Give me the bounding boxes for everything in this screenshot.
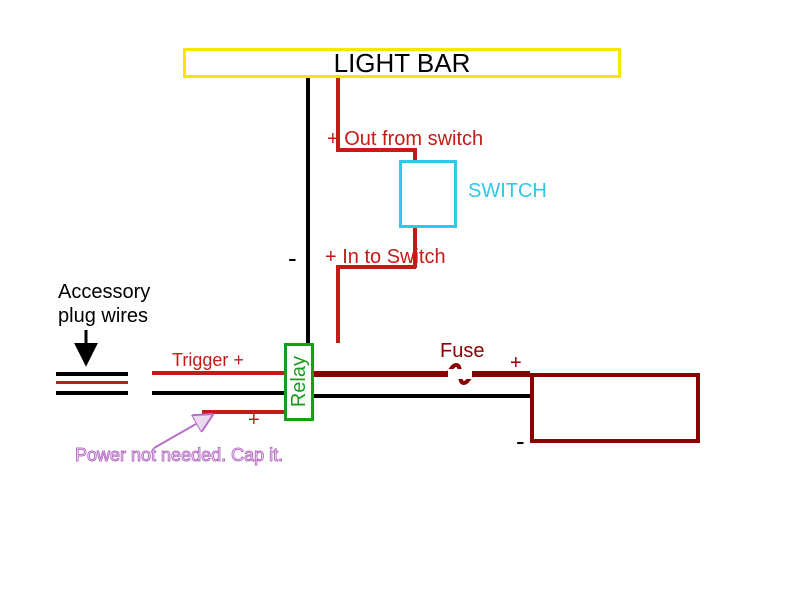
- wire-cap-red: [202, 410, 284, 414]
- wire-relay-battery-positive: [314, 371, 530, 377]
- wire-trigger-red: [152, 371, 284, 375]
- wire-accessory-bottom-black: [56, 391, 128, 395]
- label-minus-mid: -: [288, 243, 297, 274]
- relay-label: Relay: [288, 356, 311, 407]
- label-fuse: Fuse: [440, 340, 484, 363]
- label-plus-fuse: +: [510, 352, 522, 375]
- battery-box: [530, 373, 700, 443]
- switch-box: [399, 160, 457, 228]
- wire-relay-battery-ground: [314, 394, 530, 398]
- label-minus-battery: -: [516, 426, 525, 457]
- wire-accessory-top-black: [56, 372, 128, 376]
- wiring-diagram: LIGHT BAR SWITCH BATTERY Relay + Out fro…: [0, 0, 800, 600]
- wire-trigger-black: [152, 391, 284, 395]
- switch-label: SWITCH: [468, 180, 547, 203]
- label-trigger: Trigger +: [172, 350, 244, 371]
- wire-accessory-top-red: [56, 381, 128, 384]
- label-in-to-switch: + In to Switch: [325, 246, 446, 269]
- note-arrow-icon: [154, 416, 210, 448]
- lightbar-label: LIGHT BAR: [334, 48, 471, 79]
- note-power-not-needed: Power not needed. Cap it.: [75, 445, 283, 466]
- wire-relay-vertical: [336, 265, 340, 343]
- label-accessory-2: plug wires: [58, 305, 148, 328]
- relay-box: Relay: [284, 343, 314, 421]
- label-plus-cap: +: [248, 409, 260, 432]
- label-out-from-switch: + Out from switch: [327, 128, 483, 151]
- wire-lightbar-ground: [306, 78, 310, 343]
- lightbar-box: LIGHT BAR: [183, 48, 621, 78]
- label-accessory-1: Accessory: [58, 281, 150, 304]
